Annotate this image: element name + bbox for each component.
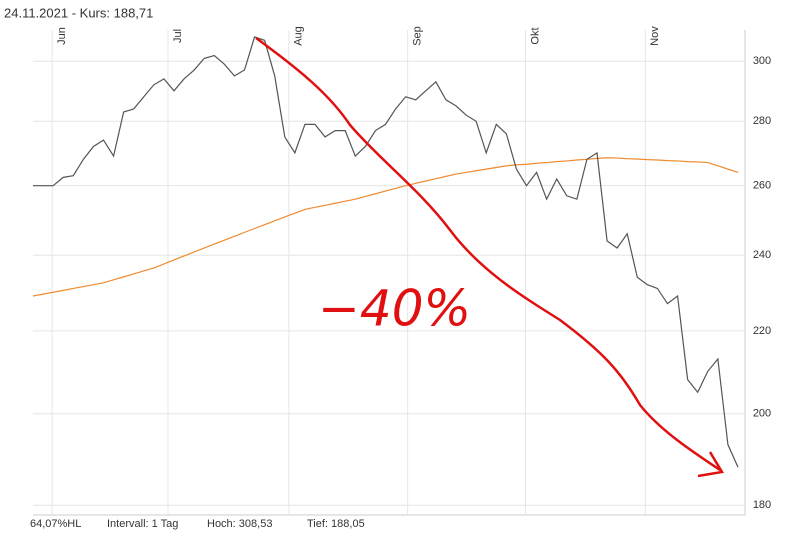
plot: 180 200 220 240 260 280 300 Jun Jul Aug Sep Okt Nov [32, 26, 771, 515]
y-tick-label: 180 [753, 499, 771, 511]
x-tick-label: Jul [172, 29, 184, 43]
series-line [32, 157, 739, 297]
y-tick-label: 260 [753, 180, 771, 192]
y-tick-label: 220 [753, 325, 771, 337]
trend-arrow [255, 36, 721, 472]
footer-item: Intervall: 1 Tag [107, 518, 178, 530]
x-tick-label: Aug [293, 26, 305, 46]
footer-item: 64,07%HL [30, 518, 81, 530]
x-tick-label: Nov [649, 26, 661, 46]
y-tick-label: 300 [753, 55, 771, 67]
x-tick-label: Sep [412, 26, 424, 46]
footer-item: Tief: 188,05 [307, 518, 365, 530]
annotation: −40% [318, 280, 471, 338]
footer-item: Hoch: 308,53 [207, 518, 272, 530]
arrow-head [697, 451, 725, 478]
x-tick-label: Okt [529, 27, 541, 44]
y-tick-label: 200 [753, 408, 771, 420]
y-tick-label: 280 [753, 115, 771, 127]
header: 24.11.2021 - Kurs: 188,71 [4, 5, 153, 20]
x-tick-label: Jun [56, 27, 68, 45]
series-line [33, 36, 739, 468]
y-tick-label: 240 [753, 249, 771, 261]
